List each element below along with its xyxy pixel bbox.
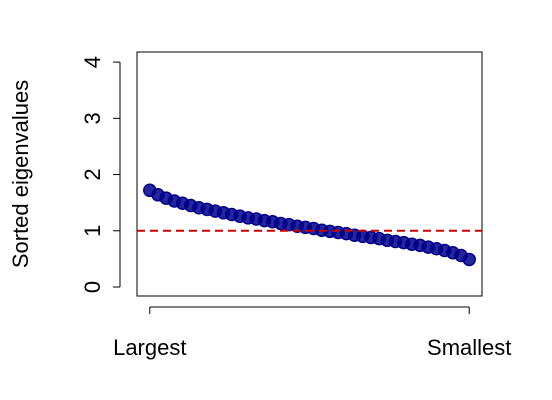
x-tick-label: Smallest <box>427 335 511 360</box>
y-tick-label: 2 <box>80 168 105 180</box>
y-tick-label: 4 <box>80 56 105 68</box>
y-tick-label: 1 <box>80 225 105 237</box>
x-tick-label: Largest <box>113 335 186 360</box>
plot-frame <box>136 51 483 297</box>
point <box>462 252 476 267</box>
y-axis-label: Sorted eigenvalues <box>8 80 33 268</box>
y-tick-label: 3 <box>80 112 105 124</box>
y-tick-label: 0 <box>80 281 105 293</box>
